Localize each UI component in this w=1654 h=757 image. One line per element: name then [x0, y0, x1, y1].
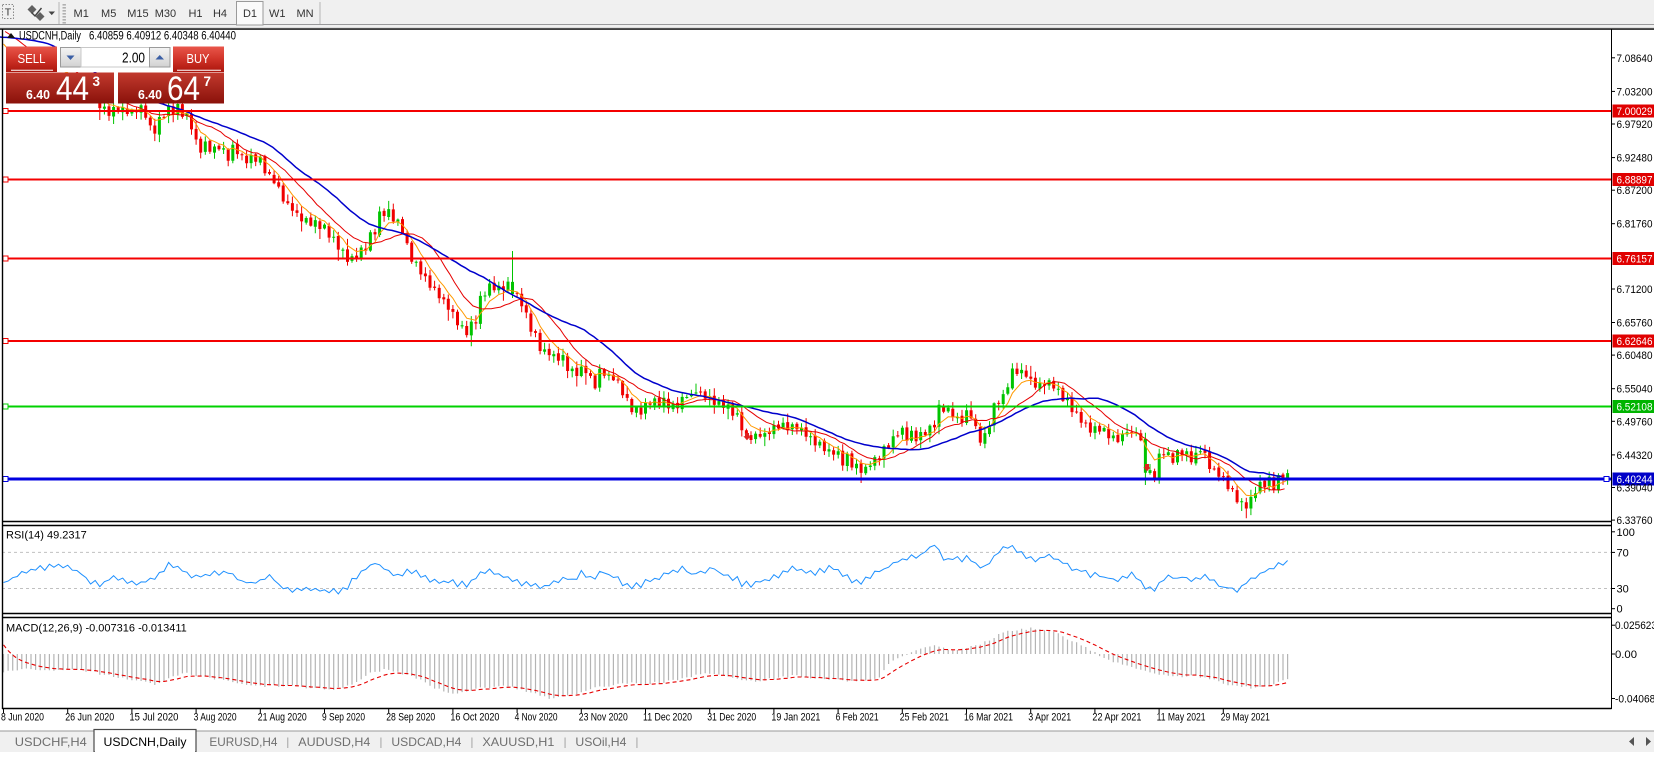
svg-text:M5: M5: [101, 8, 116, 20]
svg-text:7: 7: [204, 74, 212, 89]
svg-text:0: 0: [1617, 604, 1623, 616]
svg-text:26 Jun 2020: 26 Jun 2020: [65, 712, 114, 724]
svg-text:|: |: [635, 737, 638, 749]
svg-text:7.08640: 7.08640: [1617, 53, 1653, 65]
svg-text:9 Sep 2020: 9 Sep 2020: [322, 712, 365, 724]
svg-text:|: |: [379, 737, 382, 749]
svg-text:6.81760: 6.81760: [1617, 219, 1653, 231]
svg-text:6.33760: 6.33760: [1617, 515, 1653, 527]
svg-text:M1: M1: [74, 8, 89, 20]
svg-text:|: |: [286, 737, 289, 749]
svg-text:0.00: 0.00: [1615, 649, 1637, 661]
svg-text:6.55040: 6.55040: [1617, 384, 1653, 396]
svg-text:30: 30: [1617, 584, 1629, 596]
svg-text:6.52108: 6.52108: [1617, 402, 1653, 414]
svg-text:0.025623: 0.025623: [1615, 620, 1654, 632]
svg-text:XAUUSD,H1: XAUUSD,H1: [482, 735, 554, 749]
svg-text:3 Apr 2021: 3 Apr 2021: [1028, 712, 1071, 724]
svg-text:MACD(12,26,9) -0.007316 -0.013: MACD(12,26,9) -0.007316 -0.013411: [6, 623, 187, 635]
svg-text:11 May 2021: 11 May 2021: [1157, 712, 1206, 724]
svg-text:31 Dec 2020: 31 Dec 2020: [707, 712, 756, 724]
svg-text:3: 3: [93, 74, 101, 89]
svg-text:EURUSD,H4: EURUSD,H4: [209, 735, 277, 749]
svg-text:44: 44: [56, 70, 89, 108]
svg-text:2.00: 2.00: [122, 50, 145, 67]
svg-text:16 Mar 2021: 16 Mar 2021: [964, 712, 1013, 724]
svg-text:6.62646: 6.62646: [1617, 336, 1653, 348]
svg-text:USDCNH,Daily: USDCNH,Daily: [104, 735, 187, 749]
svg-text:SELL: SELL: [18, 52, 46, 66]
svg-text:|: |: [564, 737, 567, 749]
svg-text:RSI(14) 49.2317: RSI(14) 49.2317: [6, 530, 87, 542]
svg-text:M30: M30: [155, 8, 176, 20]
svg-text:8 Jun 2020: 8 Jun 2020: [1, 712, 44, 724]
svg-text:6.60480: 6.60480: [1617, 350, 1653, 362]
svg-text:6.44320: 6.44320: [1617, 450, 1653, 462]
svg-text:6.97920: 6.97920: [1617, 119, 1653, 131]
svg-text:4 Nov 2020: 4 Nov 2020: [515, 712, 558, 724]
svg-text:6.71200: 6.71200: [1617, 284, 1653, 296]
svg-text:6.40859 6.40912 6.40348 6.4044: 6.40859 6.40912 6.40348 6.40440: [89, 31, 236, 43]
svg-text:7.03200: 7.03200: [1617, 86, 1653, 98]
svg-text:21 Aug 2020: 21 Aug 2020: [258, 712, 307, 724]
svg-text:USDCNH,Daily: USDCNH,Daily: [19, 31, 81, 43]
svg-text:M15: M15: [127, 8, 148, 20]
svg-text:6.39040: 6.39040: [1617, 483, 1653, 495]
svg-text:19 Jan 2021: 19 Jan 2021: [771, 712, 820, 724]
svg-text:6.40: 6.40: [138, 87, 162, 102]
svg-text:T: T: [5, 7, 12, 19]
svg-text:23 Nov 2020: 23 Nov 2020: [579, 712, 628, 724]
svg-text:64: 64: [167, 70, 200, 108]
svg-text:6.49760: 6.49760: [1617, 416, 1653, 428]
svg-text:6.40: 6.40: [26, 87, 50, 102]
svg-text:100: 100: [1617, 527, 1635, 539]
svg-text:29 May 2021: 29 May 2021: [1221, 712, 1270, 724]
svg-text:-0.040687: -0.040687: [1615, 694, 1654, 706]
svg-text:22 Apr 2021: 22 Apr 2021: [1092, 712, 1141, 724]
svg-text:6.87200: 6.87200: [1617, 185, 1653, 197]
svg-text:BUY: BUY: [187, 52, 211, 66]
svg-text:16 Oct 2020: 16 Oct 2020: [450, 712, 499, 724]
svg-text:AUDUSD,H4: AUDUSD,H4: [298, 735, 370, 749]
svg-text:6.65760: 6.65760: [1617, 318, 1653, 330]
svg-text:W1: W1: [269, 8, 286, 20]
svg-text:H1: H1: [188, 8, 202, 20]
svg-text:70: 70: [1617, 547, 1629, 559]
svg-text:11 Dec 2020: 11 Dec 2020: [643, 712, 692, 724]
svg-text:6 Feb 2021: 6 Feb 2021: [836, 712, 879, 724]
svg-text:D1: D1: [243, 8, 257, 20]
svg-text:USOil,H4: USOil,H4: [575, 735, 626, 749]
svg-text:|: |: [470, 737, 473, 749]
svg-text:7.00029: 7.00029: [1617, 106, 1653, 118]
svg-text:15 Jul 2020: 15 Jul 2020: [129, 712, 178, 724]
svg-text:25 Feb 2021: 25 Feb 2021: [900, 712, 949, 724]
svg-text:3 Aug 2020: 3 Aug 2020: [194, 712, 237, 724]
svg-text:28 Sep 2020: 28 Sep 2020: [386, 712, 435, 724]
svg-text:USDCAD,H4: USDCAD,H4: [391, 735, 461, 749]
svg-text:USDCHF,H4: USDCHF,H4: [15, 735, 87, 749]
svg-text:6.92480: 6.92480: [1617, 153, 1653, 165]
svg-text:H4: H4: [213, 8, 227, 20]
svg-text:MN: MN: [296, 8, 313, 20]
svg-text:6.76157: 6.76157: [1617, 254, 1653, 266]
